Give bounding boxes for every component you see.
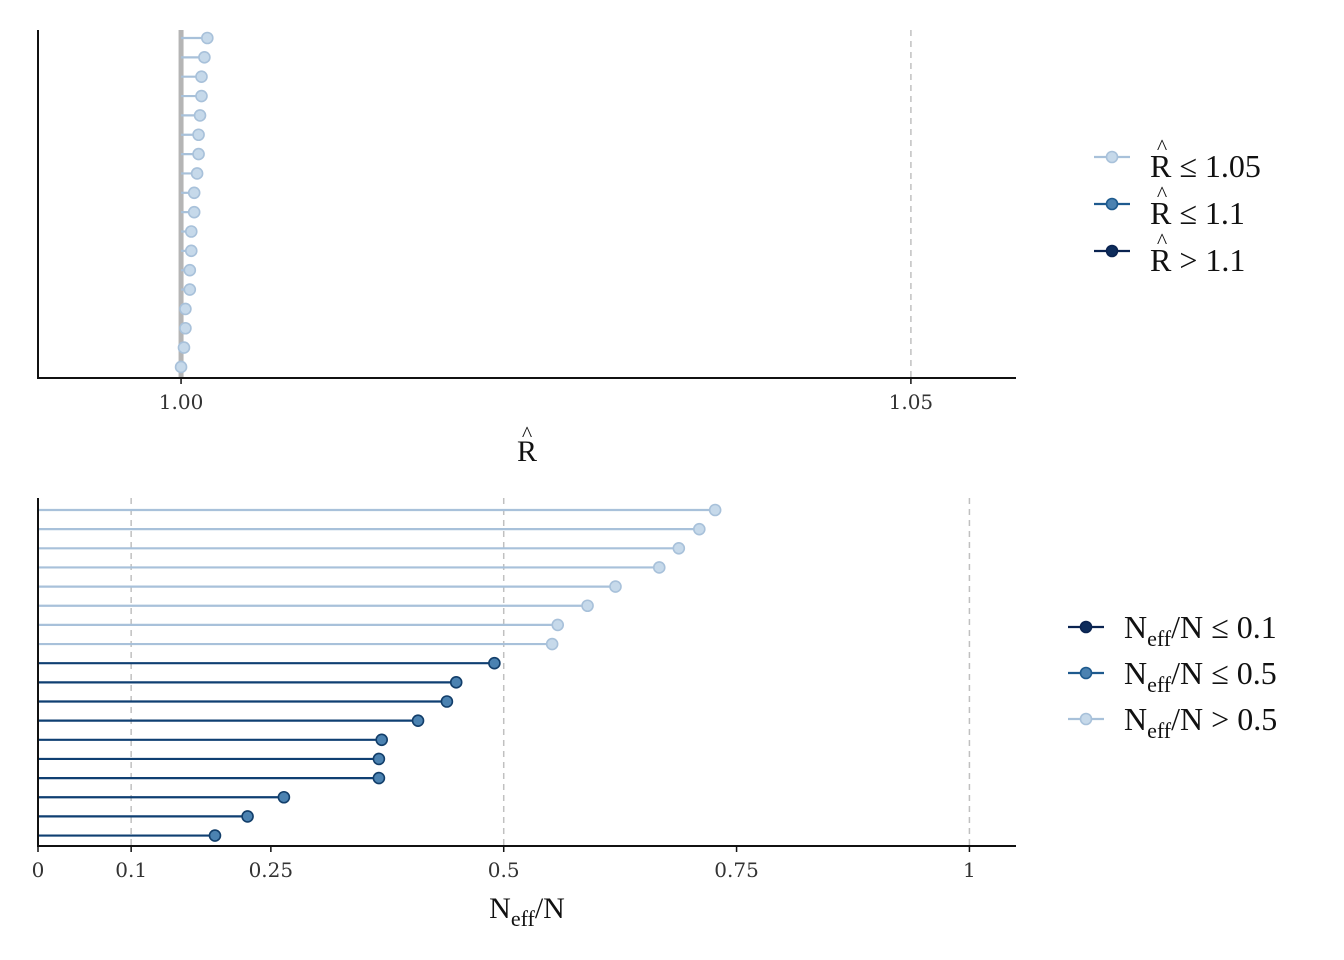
rhat-point: [192, 128, 205, 142]
rhat-point: [183, 263, 197, 277]
rhat-x-axis-title: R ^: [517, 421, 537, 468]
neff-legend-item: Neff/N ≤ 0.1: [1068, 609, 1277, 651]
rhat-panel: 1.00 1.05 R ^ ^R ≤ 1.05^R ≤ 1.1^R > 1.1: [37, 30, 1261, 468]
legend-point-key: [1079, 712, 1093, 726]
neff-legend-item: Neff/N ≤ 0.5: [1068, 655, 1277, 697]
legend-label: R ≤ 1.05: [1150, 148, 1261, 184]
legend-label: Neff/N > 0.5: [1124, 701, 1277, 743]
neff-point: [545, 637, 559, 651]
rhat-point: [184, 225, 198, 238]
neff-x-axis-title: Neff/N: [489, 892, 565, 931]
neff-tick-label: 0.5: [488, 858, 520, 882]
neff-reference-lines: [130, 498, 971, 846]
neff-point: [581, 599, 594, 613]
legend-label: Neff/N ≤ 0.5: [1124, 655, 1277, 697]
rhat-x-ticks: 1.00 1.05: [159, 378, 933, 414]
neff-point: [551, 618, 565, 632]
neff-point: [372, 752, 386, 766]
rhat-point: [184, 244, 198, 258]
rhat-tick-label: 1.05: [889, 390, 934, 414]
rhat-legend: ^R ≤ 1.05^R ≤ 1.1^R > 1.1: [1094, 134, 1261, 278]
neff-point: [208, 829, 222, 842]
neff-point: [693, 522, 706, 536]
rhat-tick-label: 1.00: [159, 390, 204, 414]
rhat-point: [187, 186, 201, 200]
rhat-axis-title-hat: ^: [522, 421, 533, 446]
rhat-point: [179, 302, 192, 316]
legend-label: R > 1.1: [1150, 242, 1245, 278]
neff-point: [672, 541, 686, 555]
rhat-point: [201, 31, 214, 45]
neff-tick-label: 0.75: [714, 858, 759, 882]
rhat-point: [187, 205, 201, 219]
rhat-legend-item: ^R ≤ 1.1: [1094, 181, 1245, 231]
neff-point: [609, 580, 622, 593]
neff-tick-label: 0.25: [249, 858, 294, 882]
legend-label: R ≤ 1.1: [1150, 195, 1245, 231]
neff-point: [652, 561, 666, 574]
rhat-point: [198, 51, 211, 64]
legend-hat: ^: [1157, 228, 1168, 253]
rhat-point: [195, 89, 208, 103]
neff-panel: 0 0.1 0.25 0.5 0.75 1 Neff/N Neff/N ≤ 0.1Neff…: [32, 498, 1277, 931]
neff-legend-item: Neff/N > 0.5: [1068, 701, 1277, 743]
neff-point: [488, 656, 501, 670]
legend-point-key: [1105, 197, 1119, 211]
neff-tick-label: 0.1: [115, 858, 147, 882]
legend-label: Neff/N ≤ 0.1: [1124, 609, 1277, 651]
rhat-legend-item: ^R > 1.1: [1094, 228, 1245, 278]
rhat-legend-item: ^R ≤ 1.05: [1094, 134, 1261, 184]
rhat-point: [174, 360, 188, 374]
rhat-lollipops: [174, 31, 214, 374]
legend-point-key: [1079, 620, 1093, 634]
neff-lollipops: [38, 503, 722, 842]
rhat-point: [193, 109, 207, 122]
legend-point-key: [1105, 244, 1119, 258]
legend-point-key: [1079, 666, 1093, 680]
neff-point: [440, 695, 454, 708]
neff-point: [375, 733, 388, 747]
rhat-axis-title-base: R: [517, 435, 537, 468]
neff-point: [277, 790, 291, 804]
rhat-point: [183, 283, 197, 296]
legend-hat: ^: [1157, 181, 1168, 206]
rhat-point: [179, 321, 192, 335]
legend-point-key: [1105, 150, 1119, 164]
neff-tick-label: 1: [963, 858, 976, 882]
legend-hat: ^: [1157, 134, 1168, 159]
rhat-point: [177, 341, 191, 354]
neff-point: [372, 771, 386, 785]
neff-point: [708, 503, 722, 517]
neff-x-ticks: 0 0.1 0.25 0.5 0.75 1: [32, 846, 976, 882]
neff-point: [411, 714, 425, 727]
neff-point: [241, 810, 254, 823]
rhat-point: [192, 147, 205, 161]
neff-point: [449, 676, 463, 689]
neff-tick-label: 0: [32, 858, 45, 882]
rhat-point: [195, 70, 208, 83]
rhat-point: [190, 167, 204, 180]
